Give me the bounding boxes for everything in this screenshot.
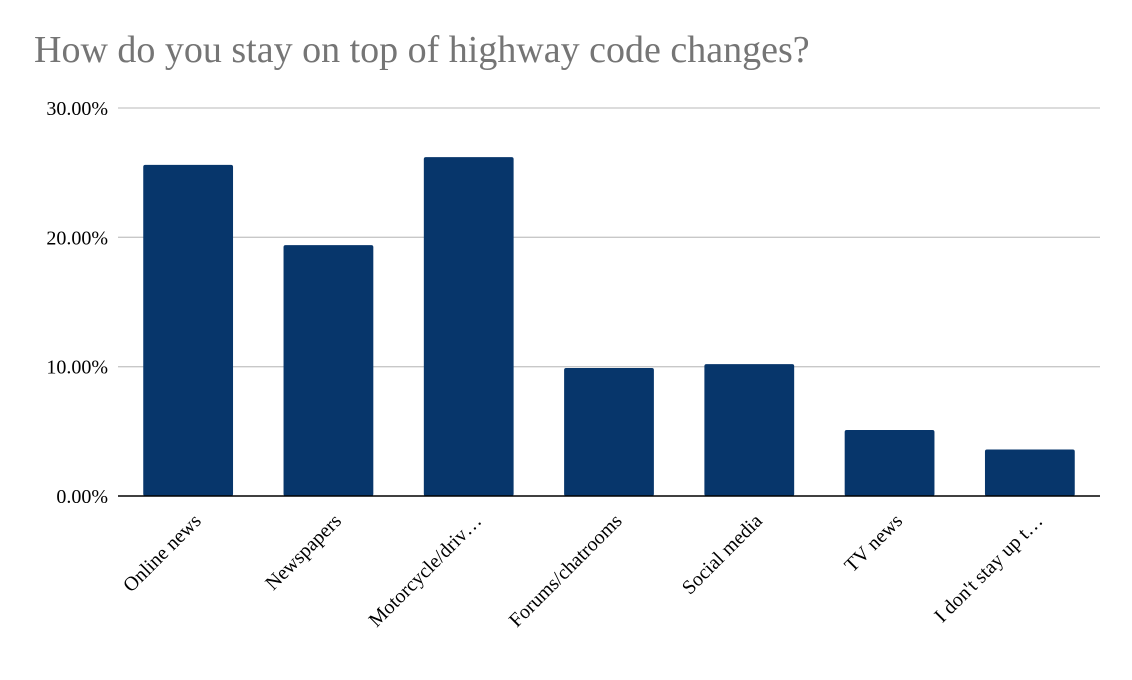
x-category-label: Newspapers (261, 510, 346, 595)
y-tick-label: 0.00% (56, 486, 108, 508)
x-category-label: Online news (119, 510, 206, 597)
y-tick-label: 20.00% (46, 227, 108, 249)
x-axis-category-labels: Online news Newspapers Motorcycle/driv… For… (119, 510, 1047, 632)
x-category-label: I don't stay up t… (930, 510, 1047, 627)
x-category-label: Motorcycle/driv… (365, 510, 487, 632)
bar (564, 367, 654, 496)
bar (423, 157, 514, 496)
bar (704, 364, 795, 496)
bar (984, 449, 1075, 496)
bars (143, 157, 1075, 496)
bar (143, 164, 234, 496)
chart-title: How do you stay on top of highway code c… (34, 29, 810, 71)
x-category-label: Forums/chatrooms (505, 510, 627, 632)
bar (283, 245, 374, 496)
y-axis-tick-labels: 0.00% 10.00% 20.00% 30.00% (46, 98, 108, 508)
x-category-label: Social media (678, 510, 767, 599)
grid-lines (118, 107, 1100, 368)
y-tick-label: 10.00% (46, 357, 108, 379)
bar (844, 430, 935, 496)
y-tick-label: 30.00% (46, 98, 108, 120)
x-category-label: TV news (840, 510, 907, 577)
